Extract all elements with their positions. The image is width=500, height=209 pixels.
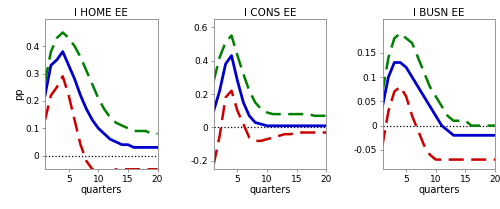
Y-axis label: pp: pp — [14, 88, 24, 100]
X-axis label: quarters: quarters — [80, 185, 122, 195]
X-axis label: quarters: quarters — [418, 185, 460, 195]
Title: I HOME EE: I HOME EE — [74, 8, 128, 18]
X-axis label: quarters: quarters — [250, 185, 290, 195]
Title: I CONS EE: I CONS EE — [244, 8, 296, 18]
Title: I BUSN EE: I BUSN EE — [413, 8, 465, 18]
